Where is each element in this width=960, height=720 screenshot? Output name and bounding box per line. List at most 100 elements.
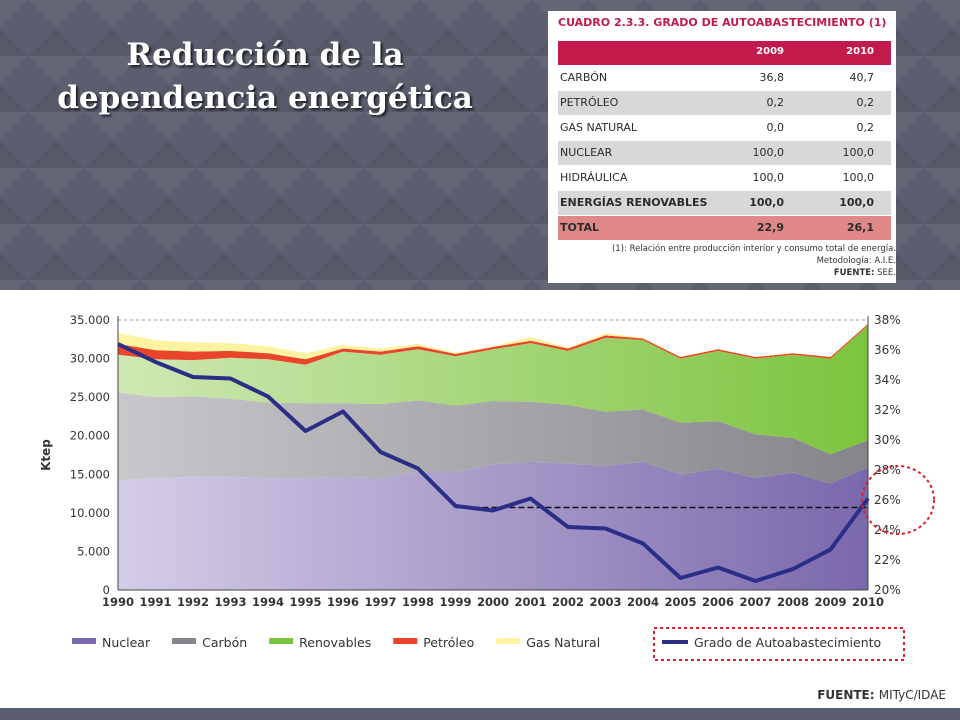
y-tick-label: 25.000	[70, 390, 110, 404]
energy-chart: 0 5.000 10.000 15.000 20.000 25.000 30.000 35.0…	[39, 313, 935, 661]
row-value-2009: 22,9	[756, 221, 784, 234]
x-tick-label: 1998	[402, 595, 434, 609]
y2-tick-label: 20%	[874, 583, 901, 597]
y-tick-label: 20.000	[70, 429, 110, 443]
x-tick-label: 2005	[664, 595, 696, 609]
table-col-2010: 2010	[846, 46, 874, 57]
x-tick-label: 2004	[627, 595, 659, 609]
row-label: NUCLEAR	[560, 146, 613, 159]
title-line-2: dependencia energética	[57, 80, 473, 117]
table-source-label: FUENTE:	[833, 268, 875, 278]
y2-tick-label: 28%	[874, 463, 901, 477]
y2-tick-label: 38%	[874, 313, 901, 327]
row-value-2009: 100,0	[752, 171, 785, 184]
table-methodology: Metodología: A.I.E.	[816, 256, 896, 266]
legend-swatch	[496, 638, 521, 644]
title-line-1: Reducción de la	[126, 37, 404, 73]
x-tick-label: 1997	[364, 595, 396, 609]
row-value-2009: 0,0	[766, 121, 785, 134]
legend-label: Grado de Autoabastecimiento	[694, 635, 881, 650]
table-source: FUENTE: SEE.	[558, 268, 896, 278]
x-tick-label: 2000	[477, 595, 509, 609]
chart-card: 0 5.000 10.000 15.000 20.000 25.000 30.000 35.0…	[0, 290, 960, 708]
legend-swatch	[269, 638, 294, 644]
area-nuclear	[118, 461, 868, 590]
row-label: CARBÓN	[560, 71, 608, 84]
chart-source-label: FUENTE:	[817, 688, 875, 702]
x-tick-label: 1995	[289, 595, 321, 609]
area-carbon	[118, 392, 868, 484]
slide-title: Reducción de la dependencia energética	[40, 34, 490, 121]
y2-tick-label: 34%	[874, 373, 901, 387]
x-tick-label: 1992	[177, 595, 209, 609]
y-tick-label: 10.000	[70, 506, 110, 520]
row-value-2010: 0,2	[856, 121, 875, 134]
table-row: CARBÓN 36,8 40,7	[558, 66, 891, 90]
y2-tick-label: 30%	[874, 433, 901, 447]
row-value-2010: 26,1	[846, 221, 874, 234]
legend-label: Gas Natural	[526, 635, 600, 650]
y-axis-label: Ktep	[39, 439, 53, 471]
table-row: ENERGÍAS RENOVABLES 100,0 100,0	[558, 191, 891, 215]
y-tick-label: 15.000	[70, 467, 110, 481]
x-tick-label: 2002	[552, 595, 584, 609]
x-tick-label: 1996	[327, 595, 359, 609]
area-renovables	[118, 325, 868, 455]
table-header-row: 2009 2010	[558, 41, 891, 65]
x-tick-label: 2003	[589, 595, 621, 609]
y-tick-label: 35.000	[70, 313, 110, 327]
row-value-2010: 40,7	[849, 71, 875, 84]
x-tick-label: 2010	[852, 595, 884, 609]
table-row: NUCLEAR 100,0 100,0	[558, 141, 891, 165]
row-value-2010: 0,2	[856, 96, 875, 109]
chart-source: FUENTE: MITyC/IDAE	[817, 688, 946, 702]
legend-label: Nuclear	[102, 635, 151, 650]
y2-tick-label: 36%	[874, 343, 901, 357]
legend-label: Carbón	[202, 635, 247, 650]
row-label: HIDRÁULICA	[560, 171, 628, 184]
legend-swatch	[393, 638, 418, 644]
table-row: PETRÓLEO 0,2 0,2	[558, 91, 891, 115]
x-tick-label: 1993	[214, 595, 246, 609]
row-label: PETRÓLEO	[560, 96, 619, 109]
table-row: GAS NATURAL 0,0 0,2	[558, 116, 891, 140]
row-value-2009: 36,8	[759, 71, 785, 84]
x-tick-label: 2006	[702, 595, 734, 609]
legend-swatch	[72, 638, 96, 644]
y-tick-label: 30.000	[70, 352, 110, 366]
legend-label: Petróleo	[423, 635, 474, 650]
y2-tick-label: 32%	[874, 403, 901, 417]
y2-tick-label: 26%	[874, 493, 901, 507]
row-value-2010: 100,0	[842, 171, 875, 184]
table-row: HIDRÁULICA 100,0 100,0	[558, 166, 891, 190]
legend-swatch	[172, 638, 197, 644]
x-tick-label: 2007	[739, 595, 771, 609]
highlight-ellipse	[861, 465, 935, 535]
row-value-2009: 0,2	[766, 96, 785, 109]
table-heading: CUADRO 2.3.3. GRADO DE AUTOABASTECIMIENT…	[558, 16, 887, 29]
row-label: GAS NATURAL	[560, 121, 638, 134]
row-value-2009: 100,0	[749, 196, 784, 209]
row-label: TOTAL	[560, 221, 600, 234]
self-sufficiency-table: CUADRO 2.3.3. GRADO DE AUTOABASTECIMIENT…	[548, 11, 896, 283]
legend-label: Renovables	[299, 635, 371, 650]
y2-tick-label: 24%	[874, 523, 901, 537]
x-tick-label: 1990	[102, 595, 134, 609]
y-tick-label: 0	[103, 583, 110, 597]
y2-tick-label: 22%	[874, 553, 901, 567]
table-total-row: TOTAL 22,9 26,1	[558, 216, 891, 240]
x-tick-label: 1999	[439, 595, 471, 609]
row-value-2010: 100,0	[842, 146, 875, 159]
row-label: ENERGÍAS RENOVABLES	[560, 196, 708, 209]
x-tick-label: 2001	[514, 595, 546, 609]
chart-source-value: MITyC/IDAE	[878, 688, 946, 702]
table-footnote: (1): Relación entre producción interior …	[611, 244, 896, 254]
self-sufficiency-line	[117, 342, 870, 583]
x-tick-label: 1991	[139, 595, 171, 609]
row-value-2010: 100,0	[839, 196, 874, 209]
row-value-2009: 100,0	[752, 146, 785, 159]
x-tick-label: 2008	[777, 595, 809, 609]
table-source-value: SEE.	[877, 268, 896, 278]
y-tick-label: 5.000	[77, 544, 110, 558]
slide-bottom-bar	[0, 708, 960, 720]
